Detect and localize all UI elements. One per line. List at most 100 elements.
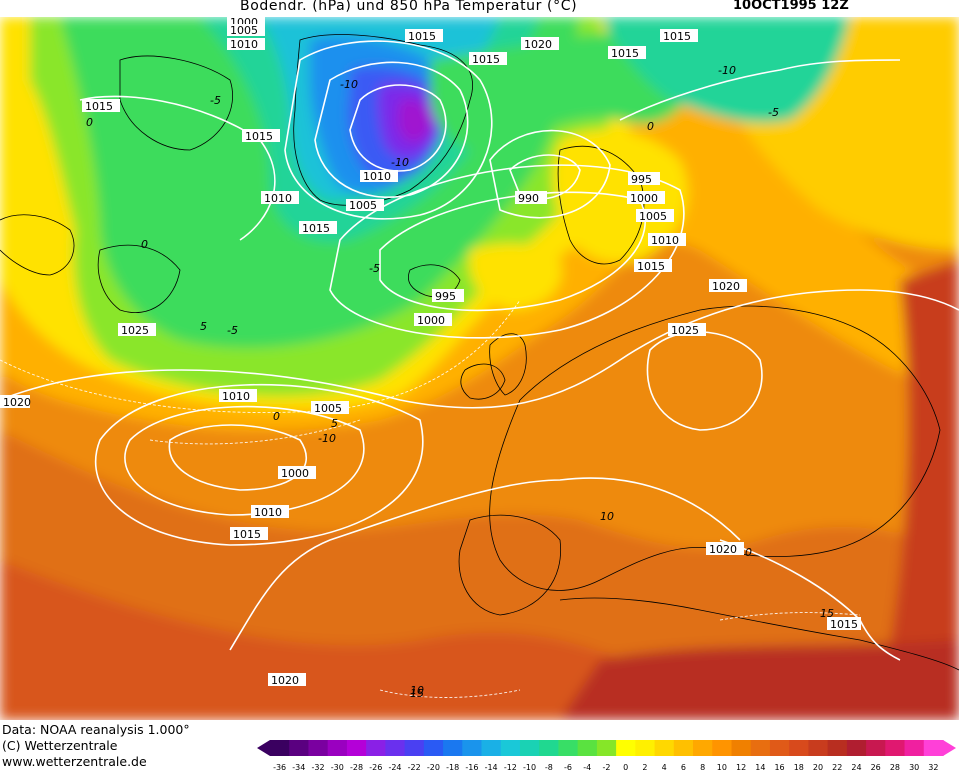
svg-text:1025: 1025	[121, 324, 149, 337]
colorbar-tick-label: 20	[813, 763, 823, 772]
colorbar-swatch	[308, 740, 329, 756]
colorbar-swatch	[616, 740, 636, 756]
svg-text:1015: 1015	[472, 53, 500, 66]
temp-label: 10	[410, 684, 424, 697]
colorbar-tick-label: -14	[485, 763, 498, 772]
colorbar-tick-label: -8	[545, 763, 553, 772]
svg-text:1015: 1015	[663, 30, 691, 43]
svg-text:1015: 1015	[637, 260, 665, 273]
isobar-label: 1015	[299, 221, 337, 235]
svg-text:1005: 1005	[314, 402, 342, 415]
svg-text:1020: 1020	[271, 674, 299, 687]
colorbar-tick-label: 32	[928, 763, 938, 772]
colorbar-tick-label: 12	[736, 763, 746, 772]
isobar-label: 1020	[709, 279, 747, 293]
isobar-label: 1015	[827, 617, 861, 631]
colorbar-swatch	[270, 740, 290, 756]
colorbar-tick-label: -36	[273, 763, 286, 772]
temp-label: 0	[86, 116, 93, 129]
svg-text:995: 995	[631, 173, 652, 186]
isobar-label: 1005	[346, 199, 384, 212]
svg-text:1015: 1015	[85, 100, 113, 113]
colorbar-swatch	[866, 740, 886, 756]
colorbar-swatch	[846, 740, 867, 756]
temp-label: 5	[200, 320, 207, 333]
colorbar-tick-label: -22	[408, 763, 421, 772]
temp-label: 5	[331, 417, 338, 430]
isobar-label: 1020	[0, 395, 31, 409]
colorbar-swatch	[693, 740, 713, 756]
isobar-label: 995	[628, 172, 660, 186]
colorbar-tick-label: 8	[700, 763, 705, 772]
colorbar-swatch	[539, 740, 560, 756]
colorbar-swatch	[731, 740, 752, 756]
temp-label: -10	[318, 432, 336, 445]
temp-label: -5	[768, 106, 779, 119]
temp-label: 15	[410, 687, 424, 700]
colorbar-tick-label: 14	[755, 763, 765, 772]
copyright-text: (C) Wetterzentrale	[2, 738, 118, 753]
isobar-label: 1010	[648, 233, 686, 247]
colorbar-swatch	[750, 740, 771, 756]
svg-text:1010: 1010	[363, 170, 391, 183]
temp-label: 0	[745, 546, 752, 559]
svg-text:1025: 1025	[671, 324, 699, 337]
colorbar-swatch	[366, 740, 386, 756]
temperature-shading	[0, 17, 959, 720]
website-url: www.wetterzentrale.de	[2, 754, 147, 769]
colorbar-tick-label: 24	[851, 763, 861, 772]
colorbar-tick-label: -30	[331, 763, 344, 772]
colorbar-tick-label: -20	[427, 763, 440, 772]
temp-label: 15	[820, 607, 834, 620]
colorbar-tick-label: 16	[774, 763, 784, 772]
colorbar-tick-label: 28	[890, 763, 900, 772]
colorbar-swatch	[712, 740, 733, 756]
isobar-label: 990	[515, 191, 547, 205]
colorbar-tick-label: 22	[832, 763, 842, 772]
colorbar-swatch	[673, 740, 694, 756]
colorbar-tick-label: -16	[465, 763, 478, 772]
colorbar-right-arrow	[943, 740, 956, 756]
isobar-label: 1015	[230, 527, 268, 541]
colorbar-tick-label: -4	[583, 763, 591, 772]
svg-text:1015: 1015	[408, 30, 436, 43]
temp-label: -10	[718, 64, 736, 77]
colorbar-tick-label: 10	[717, 763, 727, 772]
colorbar-tick-label: -12	[504, 763, 517, 772]
temp-label: 0	[647, 120, 654, 133]
isobar-label: 1020	[706, 542, 744, 556]
svg-text:1020: 1020	[709, 543, 737, 556]
colorbar-swatch	[635, 740, 656, 756]
colorbar-tick-label: -32	[312, 763, 325, 772]
colorbar-swatch	[385, 740, 406, 756]
map-datetime: 10OCT1995 12Z	[733, 0, 849, 13]
svg-text:1005: 1005	[230, 24, 258, 37]
colorbar-swatch	[500, 740, 521, 756]
colorbar-left-arrow	[257, 740, 270, 756]
colorbar-swatch	[443, 740, 463, 756]
weather-map-svg: 1000 1005 1010 1015 1020 1015 1015 1015 …	[0, 17, 959, 720]
colorbar-tick-label: 18	[794, 763, 804, 772]
isobar-label: 1005	[227, 24, 265, 37]
colorbar-swatch	[827, 740, 848, 756]
isobar-label: 995	[432, 289, 464, 303]
isobar-label-group: 1000 1005 1010 1015 1020 1015 1015 1015 …	[0, 17, 861, 687]
colorbar-tick-label: -24	[388, 763, 401, 772]
colorbar-swatch	[596, 740, 617, 756]
data-source-text: Data: NOAA reanalysis 1.000°	[2, 722, 190, 737]
colorbar-tick-label: -34	[292, 763, 305, 772]
colorbar-swatch	[289, 740, 310, 756]
svg-text:1015: 1015	[233, 528, 261, 541]
temp-label: -5	[369, 262, 380, 275]
isobar-label: 1010	[251, 505, 289, 519]
isobar-label: 1005	[311, 401, 349, 415]
colorbar-swatch	[423, 740, 444, 756]
colorbar-tick-label: -10	[523, 763, 536, 772]
colorbar-swatch	[481, 740, 502, 756]
isobar-label: 1020	[521, 37, 559, 51]
temp-label: -5	[210, 94, 221, 107]
map-footer: Data: NOAA reanalysis 1.000° (C) Wetterz…	[0, 720, 959, 772]
colorbar-tick-label: -18	[446, 763, 459, 772]
svg-text:1000: 1000	[417, 314, 445, 327]
svg-text:1010: 1010	[254, 506, 282, 519]
